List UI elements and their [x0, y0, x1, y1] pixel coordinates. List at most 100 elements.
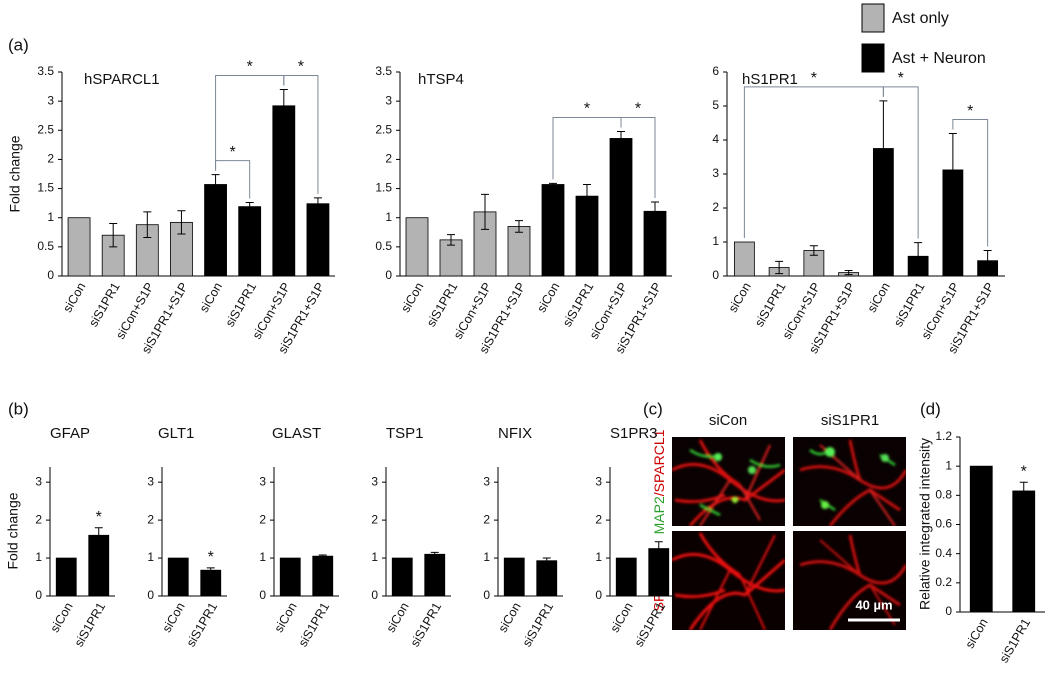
significance-star: * [298, 59, 304, 76]
error-bar [583, 183, 591, 209]
y-tick-label: 1 [712, 234, 719, 248]
error-bar [914, 242, 923, 271]
x-tick-label: siCon [726, 280, 754, 315]
y-tick-label: 3 [147, 474, 154, 488]
y-tick-label: 3 [47, 93, 54, 107]
panel-label: (d) [920, 399, 941, 418]
chart-title: GLAST [272, 425, 321, 442]
error-bar [245, 202, 254, 212]
bar [615, 557, 637, 597]
error-bar [94, 527, 103, 544]
y-tick-label: 3 [259, 474, 266, 488]
y-tick-label: 0 [35, 588, 42, 602]
y-tick-label: 3 [35, 474, 42, 488]
y-tick-label: 0 [385, 268, 392, 282]
chart-title: hTSP4 [418, 71, 464, 88]
y-tick-label: 1 [47, 210, 54, 224]
bar [536, 560, 558, 597]
error-bar [1019, 481, 1028, 501]
bar [733, 241, 755, 277]
y-tick-label: 2 [595, 512, 602, 526]
x-tick-label: siCon [398, 280, 426, 315]
y-tick-label: 0 [945, 604, 952, 618]
bar [279, 557, 301, 597]
significance-bracket [743, 86, 884, 238]
significance-bracket [620, 116, 656, 198]
column-label: siS1PR1 [821, 412, 879, 429]
x-tick-label: siCon [48, 600, 76, 635]
y-tick-label: 6 [712, 64, 719, 78]
x-tick-label: siCon [160, 600, 188, 635]
error-bar [983, 250, 992, 272]
y-tick-label: 2 [712, 200, 719, 214]
significance-bracket [882, 86, 919, 239]
bar [238, 206, 262, 277]
x-tick-label: siS1PR1 [296, 600, 332, 649]
error-bar [549, 182, 557, 187]
error-bar [447, 234, 455, 246]
error-bar [430, 551, 439, 557]
error-bar [206, 567, 215, 573]
error-bar [542, 557, 551, 564]
legend-swatch [861, 3, 885, 33]
panel-label: (c) [643, 399, 663, 418]
y-tick-label: 2.5 [37, 122, 54, 136]
significance-bracket [215, 160, 251, 199]
x-tick-label: siCon [865, 280, 893, 315]
row-label-red: /SPARCL1 [651, 429, 667, 496]
x-tick-label: siS1PR1 [752, 280, 788, 329]
significance-bracket [283, 74, 319, 194]
micrographs [672, 437, 906, 630]
scale-bar-label: 40 µm [855, 597, 892, 612]
bar [204, 184, 227, 277]
error-bar [109, 223, 118, 248]
significance-star: * [1021, 463, 1027, 480]
error-bar [515, 220, 523, 233]
y-tick-label: 3 [712, 166, 719, 180]
y-tick-label: 3.5 [37, 64, 54, 78]
significance-star: * [230, 144, 236, 161]
significance-bracket [952, 119, 989, 247]
y-tick-label: 0.6 [935, 517, 952, 531]
bar [424, 553, 446, 597]
y-tick-label: 1 [371, 550, 378, 564]
row-label: MAP2/SPARCL1 [651, 429, 667, 534]
x-tick-label: siS1PR1 [223, 280, 259, 329]
cells [672, 439, 785, 526]
y-tick-label: 3 [385, 93, 392, 107]
y-tick-label: 1 [147, 550, 154, 564]
x-tick-label: siS1PR1 [520, 600, 556, 649]
y-tick-label: 5 [712, 98, 719, 112]
error-bar [481, 193, 489, 230]
bar [306, 203, 330, 277]
y-tick-label: 2 [371, 512, 378, 526]
column-label: siCon [709, 412, 747, 429]
significance-star: * [208, 549, 214, 566]
row-label-green: MAP2 [651, 496, 667, 534]
x-tick-label: siCon [534, 280, 562, 315]
y-tick-label: 2 [385, 152, 392, 166]
bar [609, 138, 633, 277]
bar [200, 569, 222, 597]
significance-star: * [811, 70, 817, 87]
cells [672, 532, 785, 630]
error-bar [318, 554, 327, 558]
significance-star: * [584, 101, 590, 118]
significance-star: * [96, 509, 102, 526]
y-tick-label: 1 [595, 550, 602, 564]
bar [507, 226, 531, 277]
chart-title: hS1PR1 [742, 71, 798, 88]
x-tick-label: siS1PR1 [891, 280, 927, 329]
error-bar [177, 210, 186, 235]
y-tick-label: 1 [483, 550, 490, 564]
significance-star: * [967, 103, 973, 120]
y-axis-label: Fold change [7, 135, 23, 212]
x-tick-label: siCon [272, 600, 300, 635]
y-tick-label: 0 [147, 588, 154, 602]
bar [391, 557, 413, 597]
bar [969, 465, 993, 613]
significance-star: * [898, 70, 904, 87]
y-tick-label: 0 [595, 588, 602, 602]
y-tick-label: 0 [259, 588, 266, 602]
y-tick-label: 2.5 [375, 122, 392, 136]
